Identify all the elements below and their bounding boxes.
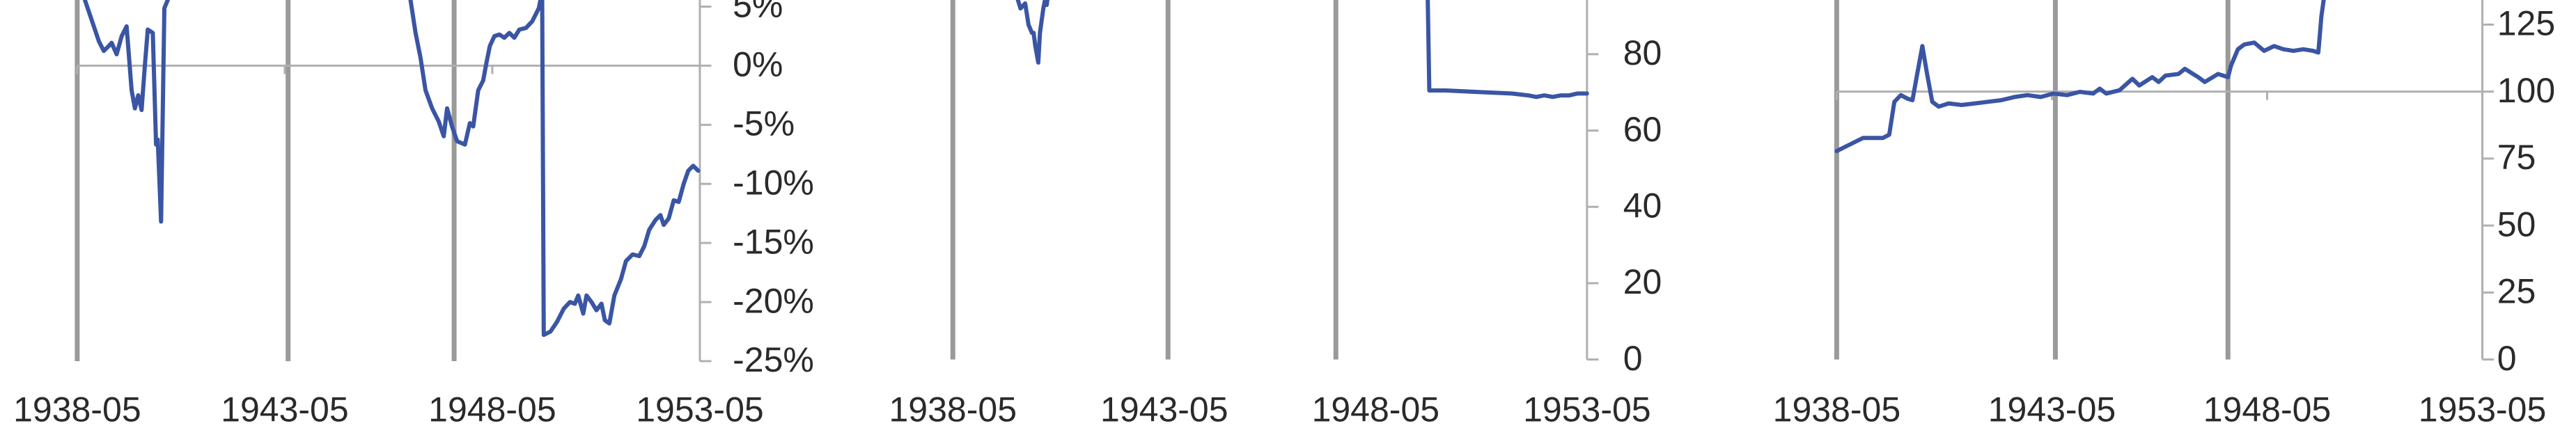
- x-tick-label: 1943-05: [1100, 390, 1228, 429]
- y-tick-label: 20: [1623, 262, 1662, 301]
- x-tick-label: 1938-05: [889, 390, 1017, 429]
- data-line: [1015, 0, 1589, 100]
- y-tick-label: -25%: [733, 340, 814, 379]
- x-tick-label: 1943-05: [221, 390, 349, 429]
- y-tick-label: 125: [2497, 4, 2555, 43]
- x-tick-label: 1953-05: [636, 390, 764, 429]
- y-tick-label: 50: [2497, 205, 2536, 244]
- data-line: [1834, 0, 2326, 154]
- x-tick-label: 1953-05: [1523, 390, 1651, 429]
- y-tick-label: -15%: [733, 222, 814, 261]
- y-tick-label: 100: [2497, 71, 2555, 110]
- y-tick-label: 25: [2497, 272, 2536, 311]
- y-tick-label: 0%: [733, 45, 783, 84]
- data-line: [82, 0, 701, 337]
- x-tick-label: 1948-05: [1312, 390, 1440, 429]
- x-tick-label: 1943-05: [1988, 390, 2116, 429]
- y-tick-label: 75: [2497, 138, 2536, 177]
- x-tick-label: 1938-05: [1773, 390, 1901, 429]
- y-tick-label: -20%: [733, 281, 814, 320]
- x-tick-label: 1948-05: [428, 390, 556, 429]
- x-tick-label: 1938-05: [13, 390, 141, 429]
- y-tick-label: 80: [1623, 33, 1662, 72]
- y-tick-label: 0: [2497, 339, 2517, 378]
- y-tick-label: -10%: [733, 163, 814, 202]
- y-tick-label: 60: [1623, 110, 1662, 149]
- y-tick-label: -5%: [733, 104, 795, 143]
- y-tick-label: 40: [1623, 186, 1662, 225]
- y-tick-label: 5%: [733, 0, 783, 25]
- x-tick-label: 1948-05: [2203, 390, 2332, 429]
- y-tick-label: 0: [1623, 339, 1643, 378]
- x-tick-label: 1953-05: [2419, 390, 2547, 429]
